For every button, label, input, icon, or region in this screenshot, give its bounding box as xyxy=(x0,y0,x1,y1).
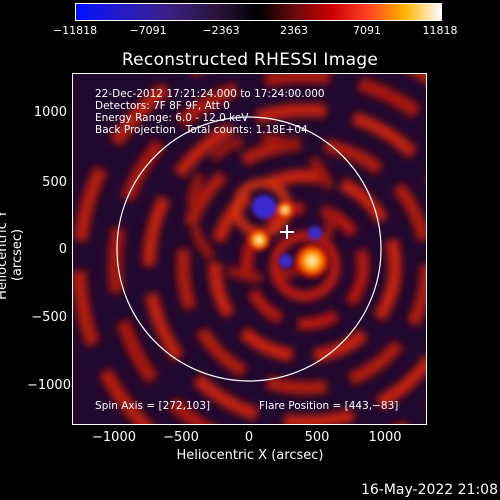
render-timestamp: 16-May-2022 21:08 xyxy=(360,482,498,498)
plot-title: Reconstructed RHESSI Image xyxy=(121,50,379,70)
spin-axis-info: Spin Axis = [272,103] xyxy=(95,400,211,412)
x-tick-label: −500 xyxy=(163,430,199,445)
y-tick-label: −500 xyxy=(31,310,67,325)
y-tick-label: 0 xyxy=(58,242,67,257)
rhessi-image-graphic xyxy=(72,73,427,425)
x-tick-label: 500 xyxy=(304,430,330,445)
y-tick-label: 1000 xyxy=(33,105,67,120)
x-tick-label: 1000 xyxy=(368,430,402,445)
x-tick-label: −1000 xyxy=(92,430,136,445)
y-tick-label: 500 xyxy=(42,175,67,190)
colorbar xyxy=(75,3,442,21)
colorbar-tick: 7091 xyxy=(353,24,381,37)
detectors-info: Detectors: 7F 8F 9F, Att 0 xyxy=(95,100,230,112)
colorbar-tick: −7091 xyxy=(129,24,167,37)
colorbar-tick: −2363 xyxy=(202,24,240,37)
x-axis-label: Heliocentric X (arcsec) xyxy=(176,448,324,463)
y-axis-label: Heliocentric Y (arcsec) xyxy=(0,210,25,300)
x-tick-label: 0 xyxy=(244,430,254,445)
rhessi-image xyxy=(72,73,427,425)
colorbar-tick: 2363 xyxy=(280,24,308,37)
energy-range-info: Energy Range: 6.0 - 12.0 keV xyxy=(95,112,249,124)
flare-position-info: Flare Position = [443,−83] xyxy=(259,400,399,412)
colorbar-tick: −11818 xyxy=(52,24,98,37)
observation-time: 22-Dec-2012 17:21:24.000 to 17:24:00.000 xyxy=(95,88,325,100)
colorbar-tick: 11818 xyxy=(422,24,458,37)
method-counts-info: Back Projection Total counts: 1.18E+04 xyxy=(95,124,308,136)
y-tick-label: −1000 xyxy=(27,378,71,393)
